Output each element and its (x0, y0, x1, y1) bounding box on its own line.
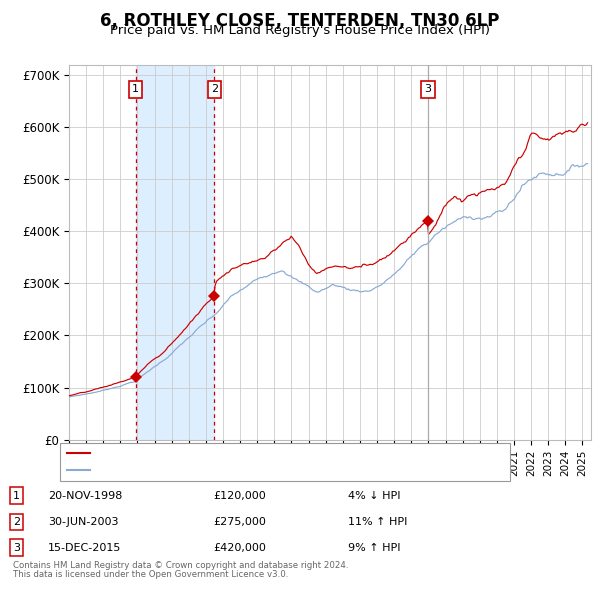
Text: 1: 1 (13, 491, 20, 500)
Text: £120,000: £120,000 (213, 491, 266, 500)
Text: HPI: Average price, detached house, Ashford: HPI: Average price, detached house, Ashf… (93, 466, 326, 476)
Text: £420,000: £420,000 (213, 543, 266, 552)
Text: 2: 2 (13, 517, 20, 527)
Text: 15-DEC-2015: 15-DEC-2015 (48, 543, 121, 552)
Text: 11% ↑ HPI: 11% ↑ HPI (348, 517, 407, 527)
Text: 3: 3 (13, 543, 20, 552)
Text: 6, ROTHLEY CLOSE, TENTERDEN, TN30 6LP: 6, ROTHLEY CLOSE, TENTERDEN, TN30 6LP (100, 12, 500, 30)
Text: Contains HM Land Registry data © Crown copyright and database right 2024.: Contains HM Land Registry data © Crown c… (13, 561, 349, 570)
Text: 30-JUN-2003: 30-JUN-2003 (48, 517, 119, 527)
Text: Price paid vs. HM Land Registry's House Price Index (HPI): Price paid vs. HM Land Registry's House … (110, 24, 490, 37)
Text: This data is licensed under the Open Government Licence v3.0.: This data is licensed under the Open Gov… (13, 571, 289, 579)
Text: 9% ↑ HPI: 9% ↑ HPI (348, 543, 401, 552)
Text: 4% ↓ HPI: 4% ↓ HPI (348, 491, 401, 500)
Text: 6, ROTHLEY CLOSE, TENTERDEN, TN30 6LP (detached house): 6, ROTHLEY CLOSE, TENTERDEN, TN30 6LP (d… (93, 448, 411, 458)
Text: 1: 1 (132, 84, 139, 94)
Text: 2: 2 (211, 84, 218, 94)
Text: £275,000: £275,000 (213, 517, 266, 527)
Text: 20-NOV-1998: 20-NOV-1998 (48, 491, 122, 500)
Text: 3: 3 (424, 84, 431, 94)
Bar (136, 65, 214, 440)
